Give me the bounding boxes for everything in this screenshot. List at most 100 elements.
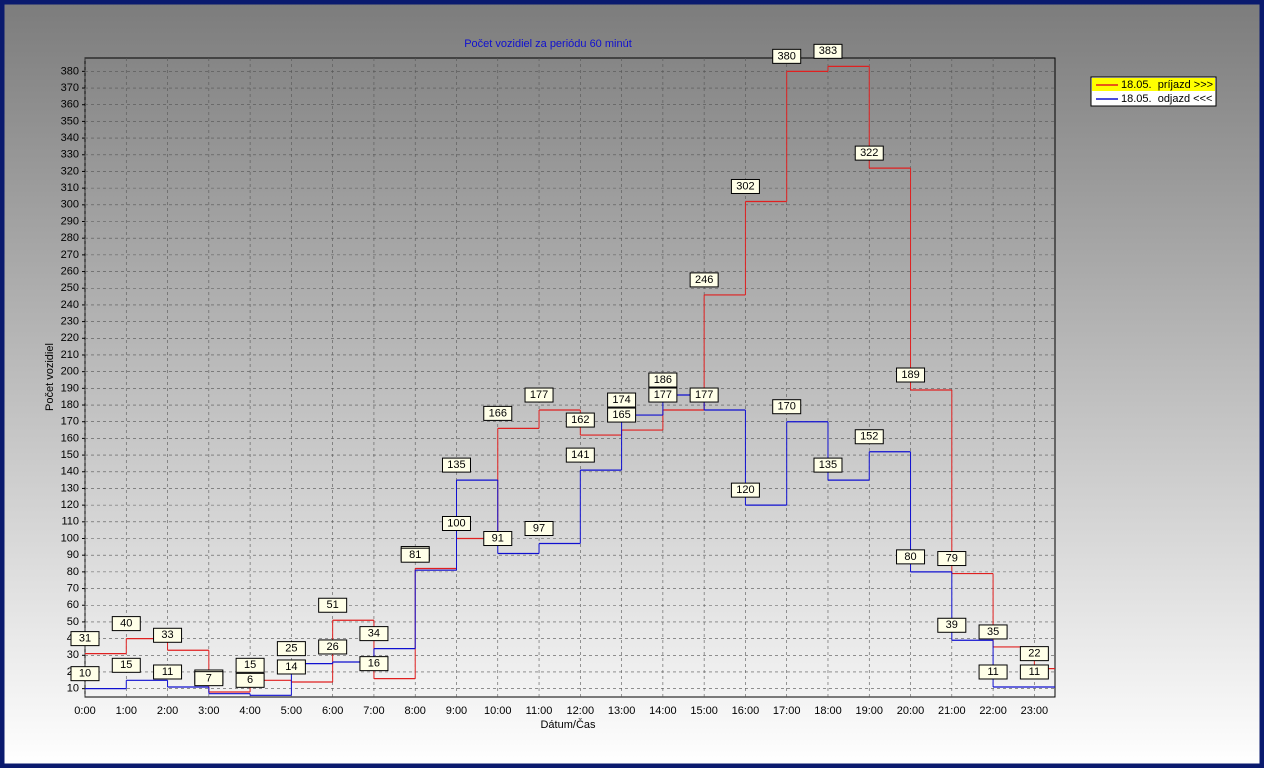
data-label-box [730,178,760,194]
x-tick-label: 13:00 [608,705,636,717]
data-label-box [565,412,595,428]
x-tick-label: 21:00 [938,705,966,717]
data-label: 135 [447,459,465,471]
data-label: 302 [736,180,754,192]
data-label: 11 [162,666,173,678]
y-tick-label: 30 [67,649,79,661]
data-label: 80 [904,551,916,563]
data-label-box [730,482,760,498]
data-label-box [607,392,637,408]
data-label-box [854,429,884,445]
y-tick-label: 110 [61,516,79,528]
x-tick-label: 11:00 [526,705,553,717]
data-label: 380 [778,50,796,62]
y-tick-label: 190 [61,382,79,394]
data-label: 170 [778,401,796,413]
x-tick-label: 17:00 [773,705,801,717]
data-label: 39 [946,619,958,631]
y-tick-label: 310 [61,182,79,194]
legend-label: 18.05. príjazd >>> [1121,79,1213,91]
data-label: 40 [120,618,132,630]
data-label: 322 [860,147,878,159]
data-label: 97 [533,522,545,534]
data-label-box [1019,646,1049,662]
data-label-box [111,657,141,673]
data-label-box [400,547,430,563]
y-tick-label: 100 [61,532,79,544]
data-label-box [854,145,884,161]
data-label: 15 [120,659,132,671]
x-tick-label: 9:00 [446,705,467,717]
data-label-box [483,405,513,421]
data-label-box [359,626,389,642]
data-label-box [318,597,348,613]
y-tick-label: 220 [61,332,79,344]
x-axis-label: Dátum/Čas [540,718,596,731]
data-label: 152 [860,431,878,443]
y-tick-label: 140 [61,466,79,478]
y-tick-label: 90 [67,549,79,561]
data-label-box [896,549,926,565]
y-tick-label: 280 [61,232,79,244]
data-label-box [648,387,678,403]
data-label: 34 [368,628,380,640]
y-tick-label: 340 [61,132,79,144]
x-tick-label: 16:00 [732,705,760,717]
data-label-box [813,43,843,59]
data-label-box [978,624,1008,640]
data-label: 141 [571,449,589,461]
x-tick-label: 12:00 [567,705,595,717]
data-label-box [565,447,595,463]
data-label-box [772,48,802,64]
y-tick-label: 300 [61,199,79,211]
data-label-box [194,671,224,687]
data-label-box [1019,664,1049,680]
data-label: 383 [819,45,837,57]
data-label: 135 [819,459,837,471]
data-label: 177 [695,389,713,401]
x-tick-label: 7:00 [363,705,384,717]
data-label-box [70,666,100,682]
data-label: 6 [247,674,253,686]
y-tick-label: 380 [61,65,79,77]
data-label: 26 [327,641,339,653]
data-label: 177 [530,389,548,401]
data-label: 15 [244,659,256,671]
data-label: 11 [1029,666,1040,678]
data-label-box [441,457,471,473]
y-tick-label: 360 [61,99,79,111]
data-label-box [896,367,926,383]
x-tick-label: 22:00 [979,705,1007,717]
data-label-box [607,407,637,423]
x-tick-label: 0:00 [74,705,95,717]
data-label-box [441,516,471,532]
data-label-box [235,672,265,688]
x-tick-label: 5:00 [281,705,302,717]
data-label: 246 [695,274,713,286]
x-tick-label: 14:00 [649,705,677,717]
x-tick-label: 6:00 [322,705,343,717]
data-label-box [772,399,802,415]
data-label-box [648,372,678,388]
data-label-box [235,657,265,673]
y-tick-label: 320 [61,165,79,177]
y-tick-label: 260 [61,265,79,277]
y-tick-label: 330 [61,149,79,161]
y-tick-label: 50 [67,616,79,628]
x-tick-label: 4:00 [239,705,260,717]
data-label-box [689,272,719,288]
y-tick-label: 60 [67,599,79,611]
data-label: 189 [901,369,919,381]
y-axis-label: Počet vozidiel [44,343,56,411]
y-tick-label: 70 [67,582,79,594]
data-label-box [813,457,843,473]
data-label-box [524,521,554,537]
y-tick-label: 130 [61,482,79,494]
data-label: 11 [987,666,998,678]
data-label: 81 [409,549,421,561]
x-tick-label: 8:00 [405,705,426,717]
y-tick-label: 180 [61,399,79,411]
x-tick-label: 1:00 [116,705,137,717]
